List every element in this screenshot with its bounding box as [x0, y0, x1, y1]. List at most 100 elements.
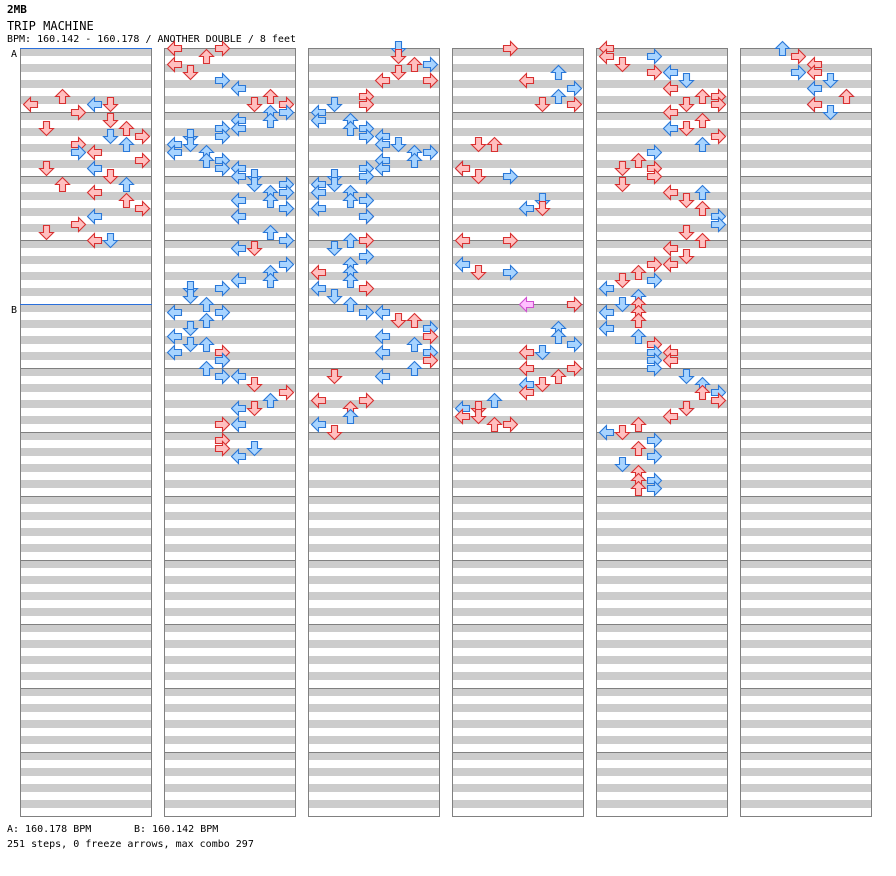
beat-stripe — [740, 576, 872, 584]
beat-stripe — [308, 736, 440, 744]
beat-stripe — [20, 288, 152, 296]
beat-stripe — [596, 704, 728, 712]
beat-stripe — [596, 384, 728, 392]
step-arrow-right-icon — [278, 384, 295, 401]
beat-stripe — [740, 480, 872, 488]
step-arrow-down-icon — [182, 336, 199, 353]
beat-stripe — [308, 752, 440, 760]
step-arrow-up-icon — [198, 296, 215, 313]
beat-stripe — [452, 96, 584, 104]
step-arrow-up-icon — [342, 296, 359, 313]
beat-stripe — [596, 160, 728, 168]
step-arrow-up-icon — [198, 48, 215, 65]
beat-stripe — [452, 752, 584, 760]
beat-stripe — [308, 640, 440, 648]
chart-column-2 — [164, 48, 296, 817]
step-arrow-down-icon — [614, 456, 631, 473]
beat-stripe — [164, 64, 296, 72]
step-arrow-right-icon — [710, 96, 727, 113]
step-arrow-right-icon — [70, 144, 87, 161]
beat-stripe — [308, 448, 440, 456]
beat-stripe — [164, 800, 296, 808]
beat-stripe — [740, 768, 872, 776]
step-arrow-right-icon — [214, 440, 231, 457]
step-arrow-right-icon — [214, 72, 231, 89]
step-arrow-right-icon — [646, 480, 663, 497]
step-arrow-right-icon — [358, 128, 375, 145]
step-arrow-right-icon — [646, 48, 663, 65]
step-arrow-right-icon — [134, 152, 151, 169]
step-arrow-right-icon — [502, 40, 519, 57]
step-arrow-left-icon — [518, 296, 535, 313]
beat-stripe — [20, 160, 152, 168]
beat-stripe — [740, 384, 872, 392]
beat-stripe — [308, 464, 440, 472]
step-arrow-left-icon — [166, 344, 183, 361]
beat-stripe — [596, 288, 728, 296]
beat-stripe — [740, 592, 872, 600]
beat-stripe — [596, 624, 728, 632]
beat-stripe — [308, 224, 440, 232]
beat-stripe — [740, 288, 872, 296]
beat-stripe — [164, 736, 296, 744]
beat-stripe — [452, 416, 584, 424]
beat-stripe — [596, 272, 728, 280]
step-arrow-up-icon — [630, 312, 647, 329]
beat-stripe — [596, 432, 728, 440]
beat-stripe — [308, 400, 440, 408]
step-arrow-down-icon — [182, 288, 199, 305]
step-arrow-up-icon — [694, 384, 711, 401]
beat-stripe — [308, 592, 440, 600]
step-arrow-left-icon — [662, 64, 679, 81]
beat-stripe — [20, 624, 152, 632]
step-arrow-up-icon — [118, 192, 135, 209]
beat-stripe — [308, 384, 440, 392]
beat-stripe — [164, 336, 296, 344]
step-arrow-right-icon — [646, 64, 663, 81]
beat-stripe — [164, 48, 296, 56]
beat-stripe — [452, 48, 584, 56]
step-arrow-up-icon — [198, 152, 215, 169]
beat-stripe — [740, 688, 872, 696]
step-arrow-right-icon — [646, 360, 663, 377]
step-arrow-up-icon — [406, 336, 423, 353]
step-arrow-left-icon — [598, 424, 615, 441]
step-arrow-down-icon — [390, 312, 407, 329]
beat-stripe — [164, 400, 296, 408]
beat-stripe — [740, 720, 872, 728]
beat-stripe — [308, 528, 440, 536]
beat-stripe — [308, 496, 440, 504]
step-arrow-up-icon — [342, 120, 359, 137]
step-arrow-right-icon — [358, 208, 375, 225]
beat-stripe — [20, 336, 152, 344]
beat-stripe — [596, 400, 728, 408]
step-arrow-down-icon — [102, 128, 119, 145]
beat-stripe — [596, 560, 728, 568]
beat-stripe — [308, 128, 440, 136]
beat-stripe — [20, 256, 152, 264]
step-arrow-down-icon — [326, 368, 343, 385]
beat-stripe — [164, 608, 296, 616]
step-arrow-right-icon — [710, 392, 727, 409]
beat-stripe — [452, 576, 584, 584]
beat-stripe — [452, 256, 584, 264]
beat-stripe — [164, 704, 296, 712]
step-arrow-down-icon — [678, 192, 695, 209]
step-arrow-left-icon — [454, 408, 471, 425]
beat-stripe — [452, 176, 584, 184]
step-arrow-right-icon — [358, 232, 375, 249]
beat-stripe — [308, 320, 440, 328]
beat-stripe — [740, 624, 872, 632]
beat-stripe — [308, 176, 440, 184]
song-title: TRIP MACHINE — [7, 19, 94, 33]
beat-stripe — [596, 64, 728, 72]
beat-stripe — [20, 672, 152, 680]
footer-bpm-a: A: 160.178 BPM — [7, 824, 92, 835]
step-arrow-left-icon — [518, 200, 535, 217]
beat-stripe — [740, 160, 872, 168]
beat-stripe — [20, 128, 152, 136]
step-arrow-left-icon — [662, 184, 679, 201]
beat-stripe — [596, 496, 728, 504]
beat-stripe — [308, 768, 440, 776]
step-arrow-up-icon — [486, 392, 503, 409]
